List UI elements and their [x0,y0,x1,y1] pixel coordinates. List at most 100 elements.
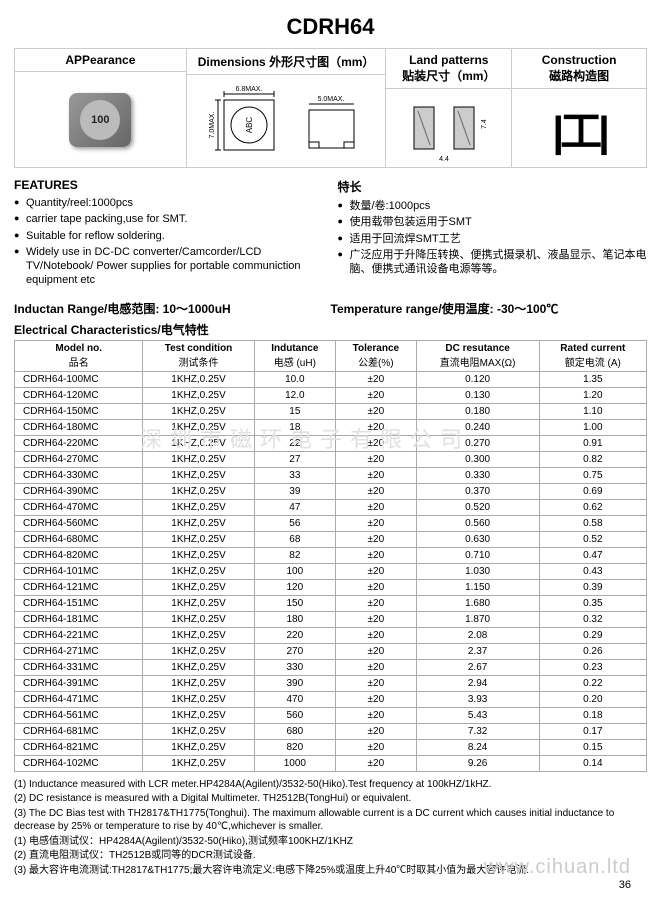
table-cell: 0.47 [539,547,646,563]
table-cell: CDRH64-330MC [15,467,143,483]
svg-text:5.0MAX.: 5.0MAX. [317,96,344,103]
table-cell: ±20 [336,659,416,675]
table-row: CDRH64-221MC1KHZ,0.25V220±202.080.29 [15,627,647,643]
table-cell: 1KHZ,0.25V [143,531,254,547]
table-cell: 1KHZ,0.25V [143,755,254,771]
hdr-construction: Construction 磁路构造图 [512,49,646,89]
features-cn: 特长 数量/卷:1000pcs使用载带包装运用于SMT适用于回流焊SMT工艺广泛… [338,178,648,290]
features-hdr-cn: 特长 [338,178,648,195]
table-cell: 1KHZ,0.25V [143,739,254,755]
table-cell: ±20 [336,387,416,403]
svg-text:7.0MAX.: 7.0MAX. [209,112,216,139]
table-cell: CDRH64-390MC [15,483,143,499]
svg-text:7.4: 7.4 [481,119,488,129]
table-row: CDRH64-151MC1KHZ,0.25V150±201.6800.35 [15,595,647,611]
hdr-appearance: APPearance [15,49,186,72]
spec-table: Model no.品名Test condition测试条件Indutance电感… [14,340,647,772]
table-row: CDRH64-102MC1KHZ,0.25V1000±209.260.14 [15,755,647,771]
table-cell: CDRH64-471MC [15,691,143,707]
col-header: Indutance电感 (uH) [254,340,336,371]
table-cell: 270 [254,643,336,659]
table-cell: CDRH64-560MC [15,515,143,531]
watermark-url: www.cihuan.ltd [484,856,631,879]
table-cell: 1.10 [539,403,646,419]
table-cell: CDRH64-181MC [15,611,143,627]
table-cell: CDRH64-102MC [15,755,143,771]
table-cell: CDRH64-151MC [15,595,143,611]
table-cell: CDRH64-220MC [15,435,143,451]
table-cell: 0.20 [539,691,646,707]
table-cell: ±20 [336,755,416,771]
table-cell: 10.0 [254,371,336,387]
svg-text:6.8MAX.: 6.8MAX. [235,86,262,93]
table-cell: CDRH64-821MC [15,739,143,755]
table-cell: 1KHZ,0.25V [143,595,254,611]
table-row: CDRH64-121MC1KHZ,0.25V120±201.1500.39 [15,579,647,595]
table-cell: 0.75 [539,467,646,483]
table-cell: 1KHZ,0.25V [143,659,254,675]
table-row: CDRH64-100MC1KHZ,0.25V10.0±200.1201.35 [15,371,647,387]
table-cell: 1000 [254,755,336,771]
table-cell: 1KHZ,0.25V [143,467,254,483]
table-cell: 3.93 [416,691,539,707]
table-cell: ±20 [336,467,416,483]
table-row: CDRH64-680MC1KHZ,0.25V68±200.6300.52 [15,531,647,547]
table-cell: 1KHZ,0.25V [143,707,254,723]
table-cell: CDRH64-221MC [15,627,143,643]
table-cell: 1KHZ,0.25V [143,723,254,739]
table-cell: CDRH64-681MC [15,723,143,739]
table-cell: ±20 [336,547,416,563]
col-header: Rated current额定电流 (A) [539,340,646,371]
table-cell: 1KHZ,0.25V [143,643,254,659]
table-row: CDRH64-181MC1KHZ,0.25V180±201.8700.32 [15,611,647,627]
table-cell: 2.37 [416,643,539,659]
table-cell: 0.22 [539,675,646,691]
table-row: CDRH64-271MC1KHZ,0.25V270±202.370.26 [15,643,647,659]
table-cell: ±20 [336,595,416,611]
table-cell: CDRH64-271MC [15,643,143,659]
table-cell: 120 [254,579,336,595]
table-cell: 0.26 [539,643,646,659]
table-cell: 82 [254,547,336,563]
note-line: (1) Inductance measured with LCR meter.H… [14,778,647,792]
watermark-cn: 深圳市磁环电子有限公司 [140,422,470,454]
construction-icon: |工| [552,98,606,159]
table-cell: 1.870 [416,611,539,627]
table-cell: 68 [254,531,336,547]
table-cell: ±20 [336,611,416,627]
table-cell: ±20 [336,515,416,531]
table-cell: 1KHZ,0.25V [143,371,254,387]
svg-text:ABC: ABC [245,117,254,134]
table-cell: 820 [254,739,336,755]
table-row: CDRH64-471MC1KHZ,0.25V470±203.930.20 [15,691,647,707]
table-row: CDRH64-681MC1KHZ,0.25V680±207.320.17 [15,723,647,739]
table-cell: ±20 [336,707,416,723]
table-cell: 1KHZ,0.25V [143,611,254,627]
table-cell: 560 [254,707,336,723]
table-cell: ±20 [336,627,416,643]
note-line: (2) DC resistance is measured with a Dig… [14,792,647,806]
feature-item: carrier tape packing,use for SMT. [14,212,324,226]
table-cell: 0.23 [539,659,646,675]
table-row: CDRH64-821MC1KHZ,0.25V820±208.240.15 [15,739,647,755]
table-cell: ±20 [336,403,416,419]
table-cell: 0.130 [416,387,539,403]
col-header: Test condition测试条件 [143,340,254,371]
table-cell: 0.69 [539,483,646,499]
table-cell: 0.330 [416,467,539,483]
table-cell: 0.43 [539,563,646,579]
table-cell: 33 [254,467,336,483]
dimensions-drawing: ABC 6.8MAX. 7.0MAX. 5.0MAX. [187,75,386,167]
table-cell: 1KHZ,0.25V [143,403,254,419]
elec-char-hdr: Electrical Characteristics/电气特性 [14,321,647,338]
table-cell: 0.520 [416,499,539,515]
features-en: FEATURES Quantity/reel:1000pcscarrier ta… [14,178,324,290]
svg-text:4.4: 4.4 [439,156,449,163]
page-title: CDRH64 [14,14,647,40]
table-cell: 1KHZ,0.25V [143,387,254,403]
table-cell: 0.91 [539,435,646,451]
table-cell: 0.82 [539,451,646,467]
table-cell: 0.180 [416,403,539,419]
table-cell: 0.29 [539,627,646,643]
table-row: CDRH64-150MC1KHZ,0.25V15±200.1801.10 [15,403,647,419]
